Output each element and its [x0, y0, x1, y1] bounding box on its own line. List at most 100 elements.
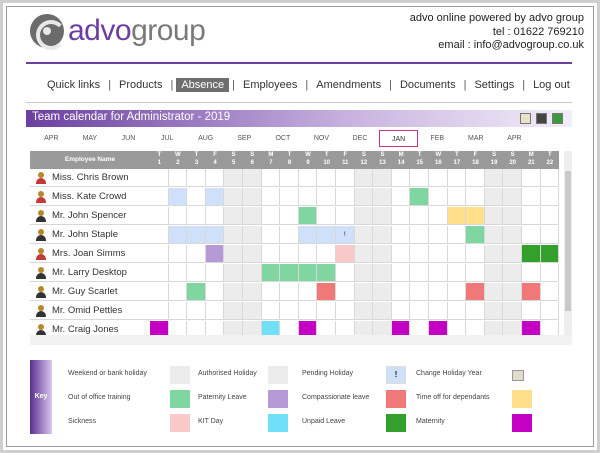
calendar-day-cell[interactable]: [373, 283, 392, 301]
calendar-day-cell[interactable]: [410, 321, 429, 335]
calendar-day-cell[interactable]: [298, 207, 318, 225]
calendar-day-cell[interactable]: [429, 283, 448, 301]
calendar-day-cell[interactable]: [484, 188, 504, 206]
calendar-day-cell[interactable]: [280, 169, 299, 187]
calendar-day-cell[interactable]: [503, 283, 522, 301]
calendar-day-cell[interactable]: [391, 188, 411, 206]
calendar-day-cell[interactable]: [280, 245, 299, 263]
calendar-day-cell[interactable]: [224, 207, 243, 225]
calendar-day-cell[interactable]: [373, 226, 392, 244]
employee-row-name[interactable]: Mr. Guy Scarlet: [30, 283, 160, 301]
calendar-day-cell[interactable]: [261, 226, 281, 244]
calendar-day-cell[interactable]: [373, 188, 392, 206]
calendar-day-cell[interactable]: [354, 188, 374, 206]
calendar-day-cell[interactable]: [280, 302, 299, 320]
calendar-day-cell[interactable]: [447, 245, 467, 263]
employee-row-name[interactable]: Mrs. Joan Simms: [30, 245, 160, 263]
calendar-day-cell[interactable]: [243, 188, 262, 206]
calendar-day-cell[interactable]: [224, 245, 243, 263]
calendar-day-cell[interactable]: [429, 302, 448, 320]
calendar-day-cell[interactable]: [540, 283, 560, 301]
calendar-day-cell[interactable]: [466, 264, 485, 282]
calendar-day-cell[interactable]: [503, 264, 522, 282]
calendar-day-cell[interactable]: [447, 169, 467, 187]
calendar-day-cell[interactable]: [150, 226, 169, 244]
nav-employees[interactable]: Employees: [243, 79, 298, 91]
calendar-day-cell[interactable]: [205, 302, 225, 320]
calendar-day-cell[interactable]: [243, 321, 262, 335]
calendar-day-cell[interactable]: [336, 302, 355, 320]
month-tab-dec[interactable]: DEC: [352, 135, 368, 142]
calendar-day-cell[interactable]: [354, 245, 374, 263]
calendar-day-cell[interactable]: [522, 302, 541, 320]
calendar-day-cell[interactable]: [280, 226, 299, 244]
calendar-day-cell[interactable]: [503, 169, 522, 187]
calendar-day-cell[interactable]: [466, 302, 485, 320]
calendar-day-cell[interactable]: [317, 321, 336, 335]
calendar-day-cell[interactable]: [373, 207, 392, 225]
month-tab-jul[interactable]: JUL: [160, 135, 174, 142]
calendar-day-cell[interactable]: [261, 264, 281, 282]
calendar-day-cell[interactable]: [503, 302, 522, 320]
calendar-day-cell[interactable]: [466, 245, 485, 263]
calendar-day-cell[interactable]: [522, 188, 541, 206]
calendar-day-cell[interactable]: [317, 302, 336, 320]
calendar-day-cell[interactable]: [205, 283, 225, 301]
calendar-day-cell[interactable]: [298, 283, 318, 301]
calendar-day-cell[interactable]: [187, 245, 206, 263]
calendar-day-cell[interactable]: [168, 226, 188, 244]
calendar-day-cell[interactable]: [280, 207, 299, 225]
calendar-day-cell[interactable]: [205, 207, 225, 225]
print-icon[interactable]: [536, 113, 547, 124]
calendar-day-cell[interactable]: [243, 245, 262, 263]
calendar-day-cell[interactable]: [298, 188, 318, 206]
calendar-day-cell[interactable]: [317, 188, 336, 206]
calendar-day-cell[interactable]: [168, 283, 188, 301]
calendar-day-cell[interactable]: [298, 245, 318, 263]
calendar-day-cell[interactable]: [484, 283, 504, 301]
calendar-day-cell[interactable]: [280, 283, 299, 301]
calendar-day-cell[interactable]: [522, 226, 541, 244]
calendar-day-cell[interactable]: [540, 264, 560, 282]
calendar-day-cell[interactable]: [484, 321, 504, 335]
scrollbar-thumb[interactable]: [565, 171, 571, 311]
calendar-day-cell[interactable]: [168, 264, 188, 282]
calendar-day-cell[interactable]: [503, 188, 522, 206]
calendar-day-cell[interactable]: [391, 283, 411, 301]
calendar-day-cell[interactable]: [205, 245, 225, 263]
calendar-day-cell[interactable]: [150, 264, 169, 282]
calendar-day-cell[interactable]: [522, 207, 541, 225]
calendar-day-cell[interactable]: [224, 169, 243, 187]
calendar-day-cell[interactable]: [410, 302, 429, 320]
employee-row-name[interactable]: Miss. Kate Crowd: [30, 188, 160, 206]
calendar-day-cell[interactable]: [336, 188, 355, 206]
calendar-day-cell[interactable]: [484, 226, 504, 244]
calendar-day-cell[interactable]: [391, 302, 411, 320]
calendar-day-cell[interactable]: [187, 188, 206, 206]
calendar-day-cell[interactable]: [466, 169, 485, 187]
nav-documents[interactable]: Documents: [399, 79, 456, 91]
calendar-day-cell[interactable]: [224, 302, 243, 320]
calendar-day-cell[interactable]: [243, 302, 262, 320]
calendar-day-cell[interactable]: [410, 226, 429, 244]
calendar-day-cell[interactable]: [205, 264, 225, 282]
calendar-day-cell[interactable]: [540, 188, 560, 206]
calendar-day-cell[interactable]: [410, 264, 429, 282]
calendar-day-cell[interactable]: [336, 321, 355, 335]
calendar-day-cell[interactable]: [354, 283, 374, 301]
calendar-day-cell[interactable]: [150, 207, 169, 225]
calendar-day-cell[interactable]: [503, 245, 522, 263]
calendar-day-cell[interactable]: [317, 169, 336, 187]
calendar-day-cell[interactable]: [447, 264, 467, 282]
calendar-day-cell[interactable]: [150, 321, 169, 335]
calendar-day-cell[interactable]: [466, 207, 485, 225]
contact-email[interactable]: email : info@advogroup.co.uk: [438, 39, 584, 51]
calendar-day-cell[interactable]: [540, 302, 560, 320]
calendar-day-cell[interactable]: [540, 245, 560, 263]
calendar-day-cell[interactable]: [447, 321, 467, 335]
calendar-day-cell[interactable]: [280, 188, 299, 206]
calendar-day-cell[interactable]: [187, 302, 206, 320]
calendar-day-cell[interactable]: [205, 321, 225, 335]
calendar-day-cell[interactable]: [336, 169, 355, 187]
calendar-day-cell[interactable]: [522, 321, 541, 335]
